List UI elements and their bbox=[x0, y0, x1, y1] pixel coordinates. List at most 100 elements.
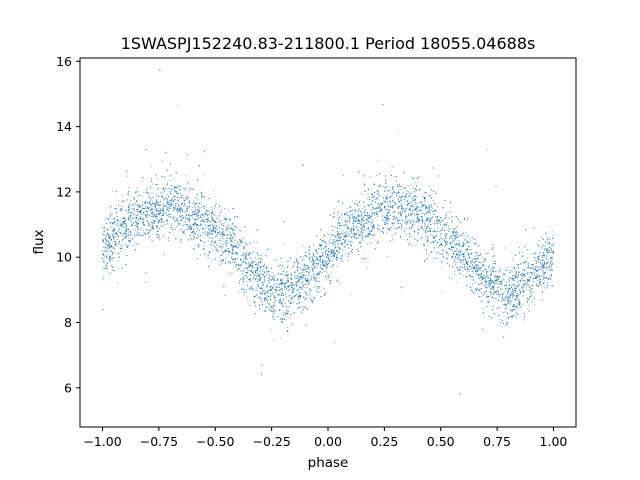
data-point bbox=[245, 289, 248, 291]
data-point bbox=[399, 211, 401, 213]
data-point bbox=[128, 219, 130, 221]
data-point bbox=[180, 185, 182, 187]
data-point bbox=[130, 233, 132, 235]
data-point bbox=[504, 311, 506, 313]
data-point bbox=[427, 224, 429, 226]
data-point bbox=[452, 250, 454, 253]
data-point bbox=[529, 291, 531, 293]
data-point bbox=[536, 280, 538, 282]
data-point bbox=[178, 202, 180, 204]
data-point bbox=[541, 275, 543, 278]
data-point bbox=[113, 251, 115, 253]
data-point bbox=[136, 213, 139, 215]
data-point bbox=[417, 229, 419, 231]
data-point bbox=[117, 239, 119, 241]
data-point bbox=[386, 189, 388, 191]
data-point bbox=[237, 226, 239, 228]
data-point bbox=[537, 244, 539, 246]
data-point bbox=[193, 205, 196, 207]
data-point bbox=[255, 261, 257, 263]
data-point bbox=[325, 279, 328, 281]
data-point bbox=[363, 202, 365, 204]
data-point bbox=[422, 212, 424, 214]
data-point bbox=[474, 261, 477, 263]
data-point bbox=[313, 286, 315, 289]
data-point bbox=[466, 270, 469, 272]
data-point bbox=[459, 241, 461, 243]
data-point bbox=[386, 185, 388, 187]
data-point bbox=[179, 212, 181, 214]
data-point bbox=[307, 283, 309, 285]
data-point bbox=[104, 267, 106, 269]
data-point bbox=[496, 274, 498, 276]
data-point bbox=[144, 215, 146, 217]
data-point bbox=[309, 275, 311, 277]
data-point bbox=[191, 208, 193, 210]
data-point bbox=[493, 290, 495, 292]
data-point bbox=[121, 244, 123, 246]
data-point bbox=[297, 278, 299, 280]
data-point bbox=[429, 207, 431, 209]
data-point bbox=[547, 259, 549, 261]
data-point bbox=[256, 262, 258, 264]
data-point bbox=[114, 243, 116, 245]
data-point bbox=[363, 201, 365, 203]
data-point bbox=[174, 216, 176, 218]
data-point bbox=[365, 213, 367, 215]
data-point bbox=[352, 235, 354, 237]
data-point bbox=[423, 199, 425, 201]
data-point bbox=[431, 167, 433, 169]
data-point bbox=[193, 211, 195, 213]
data-point bbox=[221, 241, 223, 243]
data-point bbox=[111, 226, 113, 228]
data-point bbox=[201, 207, 203, 209]
data-point bbox=[134, 229, 137, 232]
data-point bbox=[107, 253, 109, 255]
data-point bbox=[235, 239, 237, 241]
data-point bbox=[339, 242, 341, 244]
data-point bbox=[233, 244, 235, 246]
data-point bbox=[475, 258, 477, 260]
data-point bbox=[499, 307, 501, 309]
data-point bbox=[277, 286, 279, 288]
data-point bbox=[144, 216, 147, 218]
data-point bbox=[551, 230, 553, 232]
data-point bbox=[296, 250, 298, 252]
data-point bbox=[511, 266, 513, 268]
data-point bbox=[302, 256, 304, 258]
data-point bbox=[192, 207, 194, 209]
data-point bbox=[422, 227, 424, 229]
data-point bbox=[404, 211, 406, 213]
data-point bbox=[442, 239, 444, 241]
data-point bbox=[317, 256, 320, 258]
data-point bbox=[236, 228, 238, 230]
data-point bbox=[350, 240, 352, 242]
data-point bbox=[126, 235, 128, 238]
data-point bbox=[119, 224, 121, 226]
data-point bbox=[454, 255, 456, 257]
data-points bbox=[102, 69, 554, 395]
data-point bbox=[521, 304, 523, 306]
chart-title: 1SWASPJ152240.83-211800.1 Period 18055.0… bbox=[121, 34, 536, 53]
data-point bbox=[138, 228, 140, 230]
data-point bbox=[503, 284, 505, 287]
data-point bbox=[478, 264, 480, 266]
data-point bbox=[335, 235, 337, 237]
data-point bbox=[356, 237, 358, 239]
data-point bbox=[228, 254, 230, 256]
data-point bbox=[143, 191, 145, 193]
data-point bbox=[377, 230, 379, 232]
data-point bbox=[271, 272, 273, 274]
data-point bbox=[150, 197, 152, 199]
data-point bbox=[400, 189, 402, 191]
data-point bbox=[492, 289, 494, 291]
data-point bbox=[481, 300, 483, 302]
data-point bbox=[537, 262, 539, 264]
data-point bbox=[299, 267, 301, 269]
data-point bbox=[106, 234, 108, 236]
data-point bbox=[508, 295, 510, 297]
data-point bbox=[145, 190, 147, 192]
data-point bbox=[297, 270, 299, 272]
data-point bbox=[370, 211, 372, 213]
data-point bbox=[221, 247, 223, 249]
